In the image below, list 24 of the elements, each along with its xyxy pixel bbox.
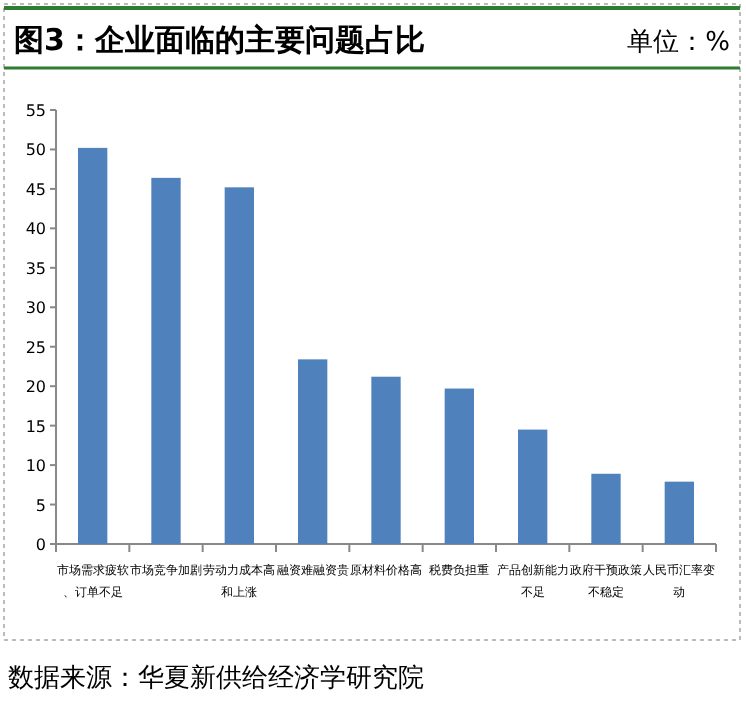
y-tick-label: 50	[25, 141, 46, 160]
bar	[664, 481, 694, 544]
y-tick-label: 5	[35, 496, 46, 515]
bar	[224, 187, 254, 544]
bar	[518, 429, 548, 544]
bar	[78, 147, 108, 544]
y-tick-label: 45	[25, 180, 46, 199]
source-note: 数据来源：华夏新供给经济学研究院	[8, 664, 424, 694]
bar	[371, 376, 401, 544]
y-tick-label: 0	[35, 536, 46, 554]
y-tick-label: 35	[25, 259, 46, 278]
bar	[298, 359, 328, 544]
y-tick-label: 55	[25, 102, 46, 120]
text: 单位：%	[627, 28, 730, 58]
y-tick-label: 40	[25, 220, 46, 239]
chart-title: 图3：企业面临的主要问题占比	[14, 22, 425, 58]
bar	[151, 177, 181, 544]
bar	[591, 473, 621, 544]
y-tick-label: 10	[25, 457, 46, 476]
y-tick-label: 15	[25, 417, 46, 436]
bar	[444, 388, 474, 544]
y-tick-label: 20	[25, 378, 46, 397]
y-tick-label: 25	[25, 338, 46, 357]
y-tick-label: 30	[25, 299, 46, 318]
